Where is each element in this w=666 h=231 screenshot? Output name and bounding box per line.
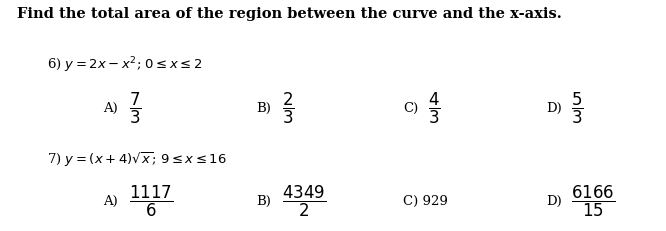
Text: A): A)	[103, 195, 118, 207]
Text: $\dfrac{2}{3}$: $\dfrac{2}{3}$	[282, 91, 294, 126]
Text: 7) $y = (x + 4)\sqrt{x}$; $9 \leq x \leq 16$: 7) $y = (x + 4)\sqrt{x}$; $9 \leq x \leq…	[47, 150, 226, 169]
Text: Find the total area of the region between the curve and the x-axis.: Find the total area of the region betwee…	[17, 7, 561, 21]
Text: B): B)	[256, 102, 271, 115]
Text: $\dfrac{1117}{6}$: $\dfrac{1117}{6}$	[129, 183, 173, 219]
Text: $\dfrac{5}{3}$: $\dfrac{5}{3}$	[571, 91, 584, 126]
Text: 6) $y = 2x - x^2$; $0 \leq x \leq 2$: 6) $y = 2x - x^2$; $0 \leq x \leq 2$	[47, 55, 202, 75]
Text: C): C)	[403, 102, 418, 115]
Text: A): A)	[103, 102, 118, 115]
Text: C) 929: C) 929	[403, 195, 448, 207]
Text: D): D)	[546, 195, 562, 207]
Text: $\dfrac{7}{3}$: $\dfrac{7}{3}$	[129, 91, 141, 126]
Text: B): B)	[256, 195, 271, 207]
Text: $\dfrac{4}{3}$: $\dfrac{4}{3}$	[428, 91, 441, 126]
Text: D): D)	[546, 102, 562, 115]
Text: $\dfrac{6166}{15}$: $\dfrac{6166}{15}$	[571, 183, 616, 219]
Text: $\dfrac{4349}{2}$: $\dfrac{4349}{2}$	[282, 183, 326, 219]
